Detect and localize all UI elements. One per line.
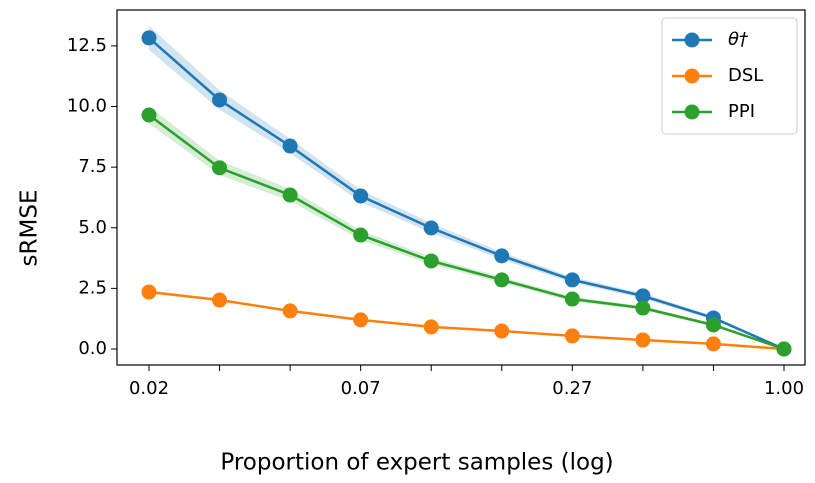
series-line bbox=[148, 36, 785, 351]
data-point bbox=[635, 288, 651, 304]
y-tick-label: 2.5 bbox=[78, 277, 107, 298]
x-tick-label: 0.07 bbox=[341, 378, 381, 399]
data-point bbox=[212, 160, 228, 176]
confidence-band bbox=[149, 106, 784, 349]
data-point bbox=[282, 138, 298, 154]
data-point bbox=[635, 332, 651, 348]
plot-frame bbox=[116, 9, 806, 366]
x-tick-label: 1.00 bbox=[764, 378, 804, 399]
data-point bbox=[705, 336, 721, 352]
y-tick-label: 0.0 bbox=[78, 338, 107, 359]
legend-marker bbox=[684, 32, 700, 48]
y-tick-label: 5.0 bbox=[78, 217, 107, 238]
data-point bbox=[776, 341, 792, 357]
data-point bbox=[141, 30, 157, 46]
data-point bbox=[564, 328, 580, 344]
legend-label: PPI bbox=[728, 101, 755, 122]
data-point bbox=[705, 317, 721, 333]
data-point bbox=[423, 253, 439, 269]
data-point bbox=[141, 107, 157, 123]
legend-label: θ† bbox=[728, 29, 749, 50]
data-point bbox=[635, 300, 651, 316]
x-tick-label: 0.27 bbox=[552, 378, 592, 399]
data-point bbox=[494, 323, 510, 339]
data-point bbox=[282, 187, 298, 203]
legend-marker bbox=[684, 104, 700, 120]
data-point bbox=[423, 319, 439, 335]
data-point bbox=[212, 292, 228, 308]
data-point bbox=[494, 248, 510, 264]
data-point bbox=[353, 227, 369, 243]
y-tick-label: 12.5 bbox=[67, 35, 107, 56]
y-tick-label: 10.0 bbox=[67, 96, 107, 117]
data-point bbox=[423, 220, 439, 236]
x-axis-title: Proportion of expert samples (log) bbox=[220, 450, 613, 476]
data-point bbox=[564, 291, 580, 307]
x-tick-label: 0.02 bbox=[129, 378, 169, 399]
data-point bbox=[494, 272, 510, 288]
data-point bbox=[353, 188, 369, 204]
data-point bbox=[282, 303, 298, 319]
y-tick-label: 7.5 bbox=[78, 156, 107, 177]
series-line bbox=[148, 113, 785, 351]
y-axis-title: sRMSE bbox=[17, 190, 43, 267]
legend-marker bbox=[684, 68, 700, 84]
data-point bbox=[353, 312, 369, 328]
data-point bbox=[212, 92, 228, 108]
data-point bbox=[564, 272, 580, 288]
data-point bbox=[141, 284, 157, 300]
legend-box bbox=[661, 17, 798, 135]
legend-label: DSL bbox=[728, 65, 763, 86]
series-line bbox=[148, 290, 785, 351]
